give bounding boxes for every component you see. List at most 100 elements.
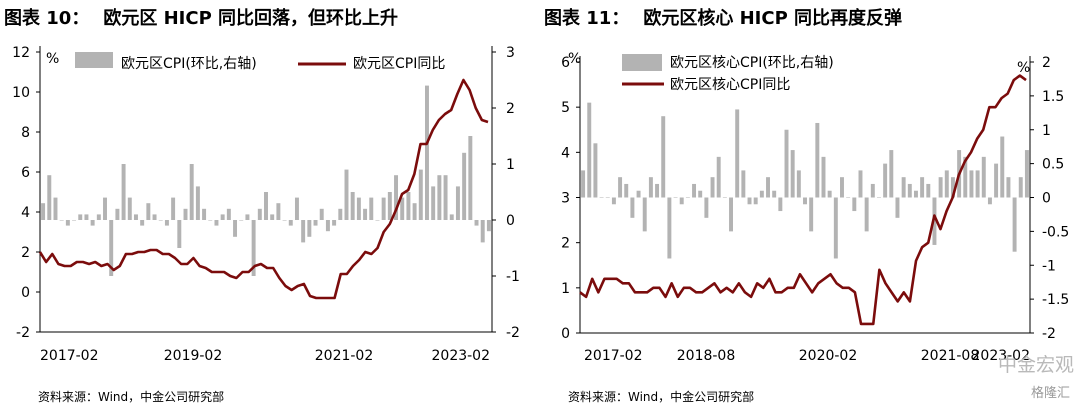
bar <box>264 192 268 220</box>
bar <box>183 208 188 220</box>
bar <box>944 170 949 198</box>
bar <box>412 203 417 220</box>
bar <box>741 170 746 198</box>
bar <box>747 197 752 205</box>
bar <box>722 197 727 198</box>
bar <box>53 197 58 220</box>
x-tick-label: 2019-02 <box>164 348 223 364</box>
bar <box>220 214 225 220</box>
bar <box>778 197 783 212</box>
source-note: 资料来源：Wind，中金公司研究部 <box>568 390 755 404</box>
left-tick-label: 10 <box>12 85 30 101</box>
bar <box>468 136 473 220</box>
right-tick-label: 1 <box>506 157 515 173</box>
bar <box>400 197 405 220</box>
bar <box>710 177 715 198</box>
bar <box>462 152 467 220</box>
bar <box>72 220 77 221</box>
bar <box>171 197 176 220</box>
bar <box>332 220 337 226</box>
bar <box>803 197 807 205</box>
x-tick-label: 2023-02 <box>972 348 1031 364</box>
bar <box>103 197 107 220</box>
figure-title: 图表 10： 欧元区 HICP 同比回落，但环比上升 <box>4 4 398 30</box>
bar <box>772 190 777 198</box>
bar <box>648 177 653 198</box>
right-tick-label: 0.5 <box>1042 157 1064 173</box>
bar <box>239 220 244 221</box>
right-tick-label: -1.5 <box>1042 292 1069 308</box>
legend-bar-label: 欧元区CPI(环比,右轴) <box>121 56 257 72</box>
bar <box>605 197 610 198</box>
right-tick-label: -2 <box>506 325 520 341</box>
bar <box>301 220 306 243</box>
watermark-logo: 格隆汇 <box>1030 386 1070 401</box>
bar <box>406 192 411 220</box>
bar <box>443 175 448 220</box>
bar <box>833 197 838 259</box>
bar <box>84 214 89 220</box>
bar <box>344 169 349 220</box>
bar <box>47 175 52 220</box>
right-tick-label: 3 <box>506 45 515 61</box>
x-tick-label: 2023-02 <box>432 348 491 364</box>
bar <box>587 102 592 198</box>
bar <box>208 220 213 221</box>
legend-line-label: 欧元区CPI同比 <box>353 56 445 72</box>
bar <box>1006 177 1011 198</box>
bar <box>449 214 454 220</box>
right-tick-label: 2 <box>1042 55 1051 71</box>
bar <box>480 220 485 243</box>
bar <box>356 197 361 220</box>
bar <box>226 208 231 220</box>
figure-title: 图表 11： 欧元区核心 HICP 同比再度反弹 <box>544 4 902 30</box>
bar <box>78 214 83 220</box>
bar <box>784 129 789 198</box>
bar <box>827 190 832 198</box>
left-tick-label: 0 <box>561 326 570 342</box>
bar <box>636 190 641 198</box>
bar <box>152 214 157 220</box>
bar <box>245 214 250 220</box>
bar <box>685 197 690 198</box>
bar <box>325 220 330 232</box>
bar <box>115 208 120 220</box>
bar <box>369 197 374 220</box>
bar <box>975 170 980 198</box>
bar <box>257 208 262 220</box>
bar <box>716 156 721 198</box>
bar <box>214 220 219 226</box>
bar <box>679 197 684 205</box>
source-note: 资料来源：Wind，中金公司研究部 <box>38 390 225 404</box>
bar <box>338 208 343 220</box>
bar <box>1000 136 1005 198</box>
bar <box>418 169 423 220</box>
left-axis-unit: % <box>568 51 581 67</box>
bar <box>1018 177 1023 198</box>
chart-title: 欧元区核心 HICP 同比再度反弹 <box>643 8 903 29</box>
bar <box>363 208 368 220</box>
bar <box>251 220 256 276</box>
bar <box>796 170 801 198</box>
bar <box>877 197 881 198</box>
bar <box>938 177 943 198</box>
left-tick-label: 5 <box>561 100 570 116</box>
chart-title: 欧元区 HICP 同比回落，但环比上升 <box>103 8 399 29</box>
right-tick-label: 1.5 <box>1042 89 1064 105</box>
legend-bar-label: 欧元区核心CPI(环比,右轴) <box>670 55 834 71</box>
bar <box>735 109 740 198</box>
bar <box>202 208 207 220</box>
right-tick-label: -0.5 <box>1042 224 1069 240</box>
bar <box>994 163 999 198</box>
watermark-text: 中金宏观 <box>997 354 1074 376</box>
right-tick-label: -2 <box>1042 326 1056 342</box>
bar <box>692 183 697 198</box>
bar <box>624 183 629 198</box>
bar <box>815 122 820 198</box>
left-tick-label: 1 <box>561 281 570 297</box>
bar <box>883 163 888 198</box>
x-tick-label: 2020-02 <box>799 348 858 364</box>
bar <box>59 220 64 221</box>
bar <box>233 220 238 237</box>
bar <box>661 116 666 198</box>
